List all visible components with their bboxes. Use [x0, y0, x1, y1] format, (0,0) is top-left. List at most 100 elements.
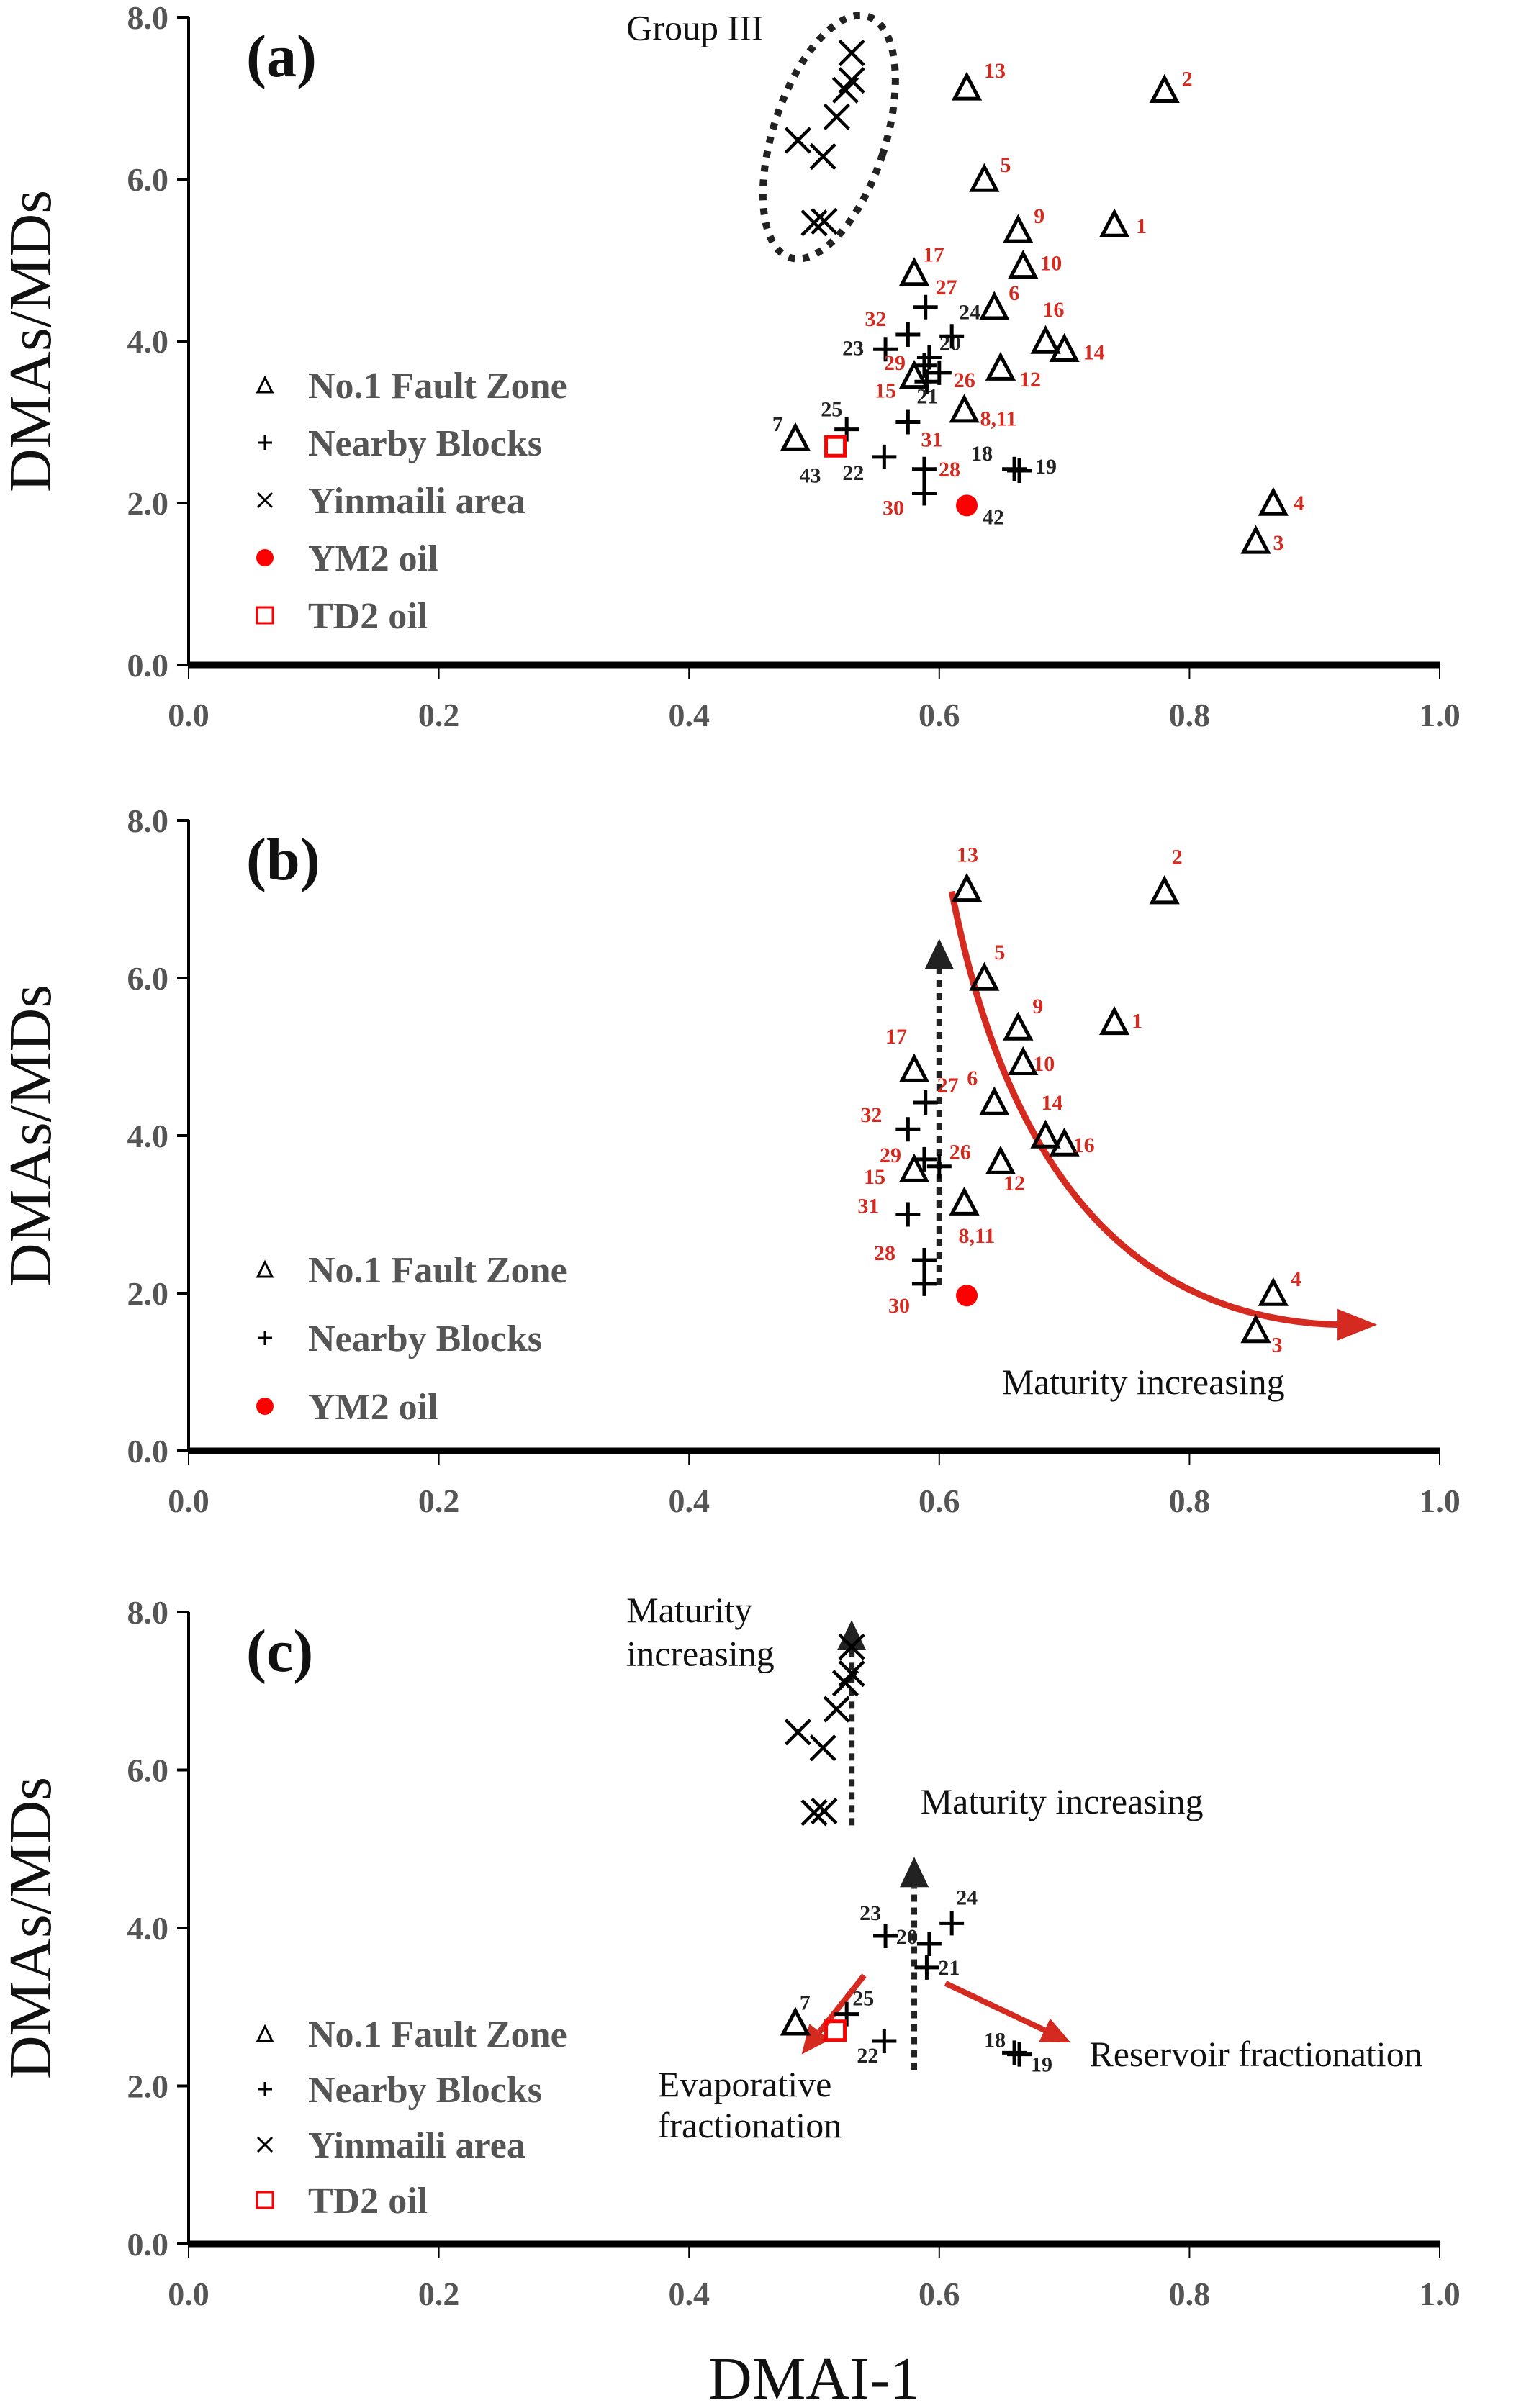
point-yinmaili-area — [800, 209, 828, 237]
point-no-1-fault-zone — [1030, 1119, 1061, 1149]
legend-label: YM2 oil — [308, 1387, 438, 1428]
point-label: 1 — [1136, 214, 1147, 238]
legend-square-icon — [256, 606, 274, 625]
point-label: 14 — [1083, 340, 1105, 364]
point-label: 32 — [865, 307, 886, 331]
point-label: 13 — [984, 59, 1006, 83]
point-nearby-blocks — [911, 1271, 937, 1296]
legend-item-ym2-oil: YM2 oil — [256, 1387, 438, 1428]
x-tick-label: 1.0 — [1419, 2276, 1461, 2312]
y-tick-label: 0.0 — [127, 1433, 169, 1470]
x-tick-label: 0.6 — [919, 697, 960, 733]
maturity-increasing-label: Maturity increasing — [1002, 1362, 1285, 1402]
point-label: 20 — [896, 1925, 918, 1949]
point-label: 5 — [1000, 153, 1011, 177]
point-label: 18 — [984, 2028, 1006, 2052]
point-label: 27 — [936, 276, 957, 299]
point-no-1-fault-zone — [1008, 250, 1039, 279]
x-tick-label: 0.4 — [668, 2276, 710, 2312]
point-label: 7 — [800, 1991, 811, 2015]
point-label: 26 — [949, 1141, 971, 1164]
point-label: 8,11 — [959, 1224, 996, 1248]
point-label: 16 — [1073, 1133, 1095, 1157]
y-tick-label: 8.0 — [127, 0, 169, 36]
point-label: 9 — [1032, 995, 1043, 1018]
point-label: 24 — [959, 300, 980, 324]
point-no-1-fault-zone — [1149, 875, 1180, 905]
point-nearby-blocks — [1007, 2042, 1032, 2067]
point-nearby-blocks — [895, 1202, 921, 1227]
x-tick-label: 0.8 — [1169, 1483, 1211, 1519]
evaporative-fractionation-label: fractionation — [658, 2105, 842, 2145]
point-label: 21 — [916, 384, 938, 408]
point-label: 42 — [983, 505, 1004, 529]
point-label: 10 — [1040, 251, 1062, 275]
point-nearby-blocks — [911, 481, 937, 506]
point-no-1-fault-zone — [780, 422, 811, 451]
point-no-1-fault-zone — [979, 291, 1010, 320]
point-nearby-blocks — [834, 417, 859, 442]
point-no-1-fault-zone — [1008, 1046, 1039, 1075]
legend-label: No.1 Fault Zone — [308, 1250, 567, 1291]
point-label: 3 — [1273, 531, 1284, 555]
x-tick-label: 0.2 — [418, 2276, 460, 2312]
point-label: 15 — [864, 1165, 885, 1189]
point-label: 31 — [857, 1195, 879, 1218]
point-no-1-fault-zone — [1003, 1011, 1034, 1041]
point-label: 15 — [875, 379, 896, 402]
point-label: 17 — [885, 1025, 907, 1049]
x-tick-label: 0.4 — [668, 1483, 710, 1519]
point-yinmaili-area — [838, 39, 865, 67]
point-label: 25 — [821, 398, 842, 422]
point-nearby-blocks — [895, 322, 921, 347]
point-label: 17 — [923, 243, 944, 267]
point-no-1-fault-zone — [979, 1086, 1010, 1115]
point-label: 1 — [1132, 1009, 1142, 1033]
point-yinmaili-area — [809, 142, 836, 171]
legend-item-yinmaili-area: Yinmaili area — [256, 481, 525, 522]
y-tick-label: 2.0 — [127, 2068, 169, 2105]
panel-label: (c) — [246, 1618, 313, 1685]
point-label: 8,11 — [980, 407, 1017, 431]
point-label: 28 — [874, 1241, 895, 1265]
point-label: 43 — [800, 463, 821, 487]
y-tick-label: 6.0 — [127, 960, 169, 997]
point-label: 28 — [939, 458, 960, 481]
point-label: 30 — [883, 497, 904, 520]
reservoir-fractionation-label: Reservoir fractionation — [1089, 2034, 1422, 2074]
point-label: 12 — [1003, 1172, 1025, 1195]
point-no-1-fault-zone — [949, 1186, 980, 1216]
point-label: 7 — [772, 412, 783, 436]
point-nearby-blocks — [872, 2028, 897, 2053]
point-label: 30 — [888, 1294, 910, 1318]
point-no-1-fault-zone — [1098, 1005, 1130, 1036]
point-label: 16 — [1043, 298, 1065, 322]
point-label: 5 — [994, 941, 1005, 964]
x-tick-label: 0.0 — [168, 1483, 209, 1519]
point-nearby-blocks — [926, 360, 952, 385]
point-td2-oil — [824, 435, 847, 458]
point-nearby-blocks — [873, 1923, 898, 1948]
legend-label: Yinmaili area — [308, 2125, 525, 2166]
point-label: 2 — [1172, 846, 1183, 869]
point-no-1-fault-zone — [969, 163, 1000, 192]
point-label: 27 — [937, 1074, 959, 1097]
y-axis-title: DMAs/MDs — [0, 1777, 64, 2079]
legend-item-no-1-fault-zone: No.1 Fault Zone — [256, 2014, 567, 2055]
fractionation-arrowhead — [1039, 2018, 1071, 2043]
panel-label: (b) — [246, 826, 320, 893]
x-tick-label: 1.0 — [1419, 1483, 1461, 1519]
point-no-1-fault-zone — [985, 351, 1016, 381]
point-nearby-blocks — [914, 369, 939, 394]
point-label: 22 — [842, 461, 864, 485]
legend-item-nearby-blocks: Nearby Blocks — [258, 423, 542, 464]
legend-plus-icon — [258, 435, 272, 450]
legend-item-nearby-blocks: Nearby Blocks — [258, 2070, 542, 2111]
group-iii-label: Group III — [626, 8, 763, 48]
point-nearby-blocks — [914, 1955, 939, 1980]
y-tick-label: 2.0 — [127, 1275, 169, 1312]
maturity-curve-arrowhead — [1337, 1308, 1378, 1341]
y-tick-label: 6.0 — [127, 1752, 169, 1789]
point-label: 12 — [1019, 368, 1041, 391]
point-yinmaili-area — [811, 1797, 838, 1825]
